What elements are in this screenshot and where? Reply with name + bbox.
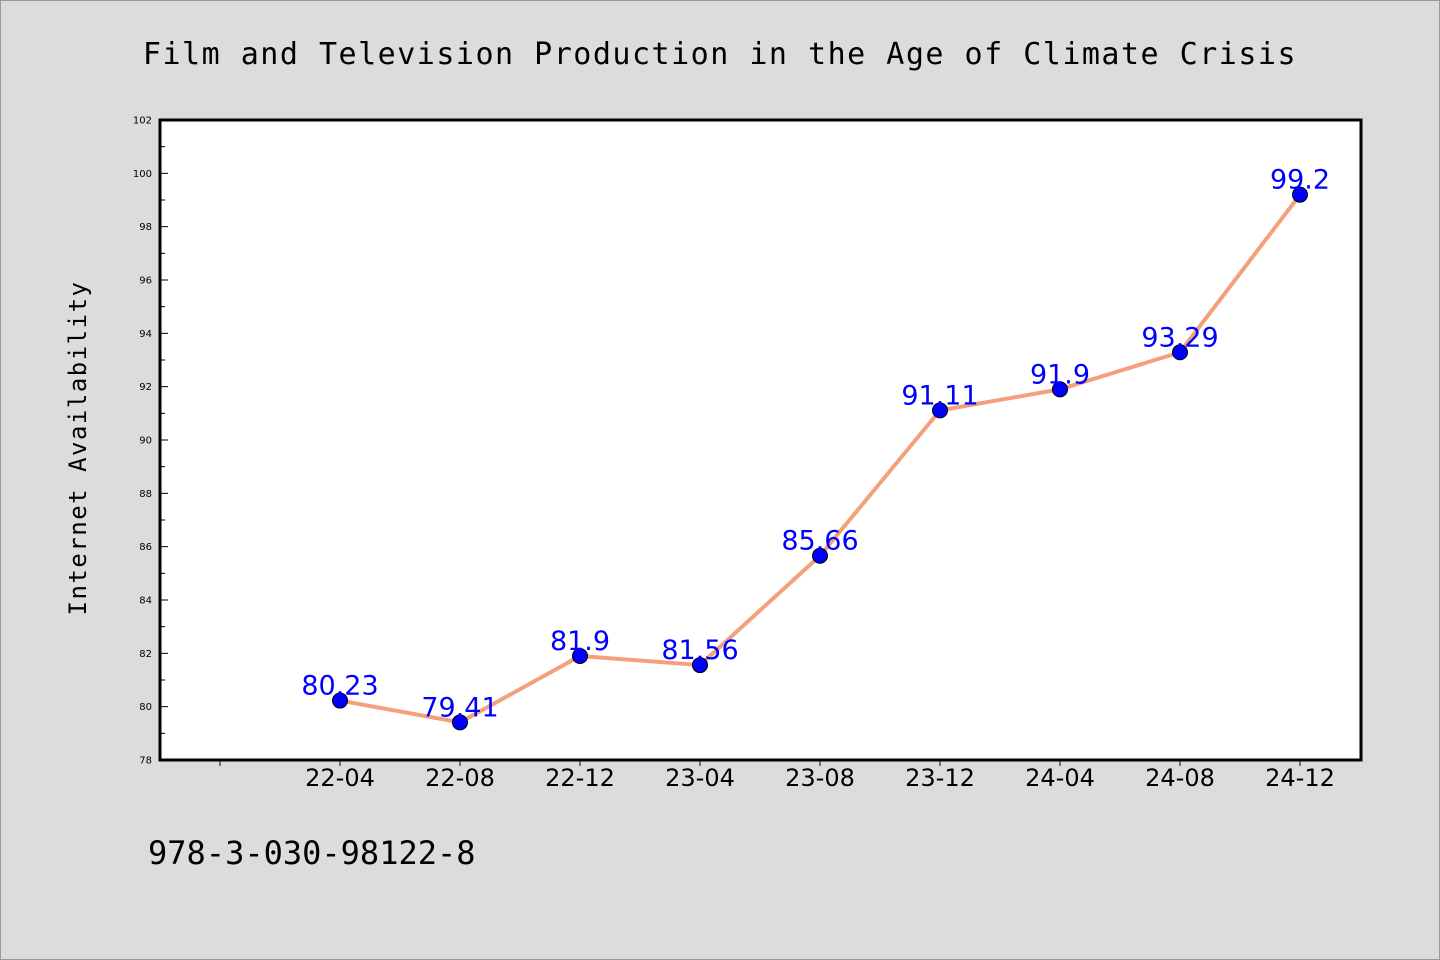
data-point xyxy=(932,402,948,419)
data-labels: 80.23 79.41 81.9 81.56 85.66 91.11 91.9 93.29 99… xyxy=(301,165,1330,724)
data-label: 81.9 xyxy=(550,626,610,657)
y-tick-label: 94 xyxy=(139,329,152,340)
y-tick-label: 92 xyxy=(139,382,152,393)
y-tick-label: 78 xyxy=(139,756,152,767)
x-tick-label: 22-04 xyxy=(305,764,375,792)
x-tick-label: 24-04 xyxy=(1025,764,1095,792)
y-tick-label: 102 xyxy=(133,116,152,127)
x-axis-ticks: 22-04 22-08 22-12 23-04 23-08 23-12 24-04 24-08… xyxy=(219,760,1335,792)
x-tick-label: 23-04 xyxy=(665,764,735,792)
data-point xyxy=(1172,344,1188,361)
data-point xyxy=(572,648,588,664)
data-label: 99.2 xyxy=(1270,165,1330,196)
data-label: 85.66 xyxy=(781,526,858,557)
y-tick-label: 90 xyxy=(139,436,152,447)
data-point xyxy=(1292,186,1308,203)
x-tick-label: 24-08 xyxy=(1145,764,1215,792)
plot-area xyxy=(158,118,1363,762)
x-tick-label: 23-08 xyxy=(785,764,855,792)
y-axis-ticks: 78 80 82 84 86 88 90 92 94 96 98 100 102 xyxy=(133,116,168,767)
data-label: 91.9 xyxy=(1030,359,1090,390)
data-label: 93.29 xyxy=(1141,322,1218,353)
chart-title: Film and Television Production in the Ag… xyxy=(143,37,1297,72)
y-tick-label: 82 xyxy=(139,649,152,660)
isbn-text: 978-3-030-98122-8 xyxy=(148,834,476,872)
y-tick-label: 86 xyxy=(139,542,152,553)
y-axis-label: Internet Availability xyxy=(64,281,92,616)
x-tick-label: 24-12 xyxy=(1265,764,1335,792)
data-point xyxy=(452,714,468,731)
x-tick-label: 22-12 xyxy=(545,764,615,792)
y-tick-label: 80 xyxy=(139,702,152,713)
y-tick-label: 84 xyxy=(139,596,152,607)
data-point xyxy=(692,657,708,674)
data-label: 91.11 xyxy=(901,380,978,411)
x-tick-label: 22-08 xyxy=(425,764,495,792)
y-tick-label: 100 xyxy=(133,169,152,180)
y-tick-label: 88 xyxy=(139,489,152,500)
y-tick-label: 98 xyxy=(139,222,152,233)
data-label: 79.41 xyxy=(421,692,498,723)
data-point xyxy=(332,692,348,709)
data-label: 81.56 xyxy=(661,635,738,666)
data-markers xyxy=(332,186,1308,731)
x-tick-label: 23-12 xyxy=(905,764,975,792)
y-tick-label: 96 xyxy=(139,276,152,287)
data-label: 80.23 xyxy=(301,671,378,702)
data-point xyxy=(812,547,828,564)
data-point xyxy=(1052,381,1068,398)
